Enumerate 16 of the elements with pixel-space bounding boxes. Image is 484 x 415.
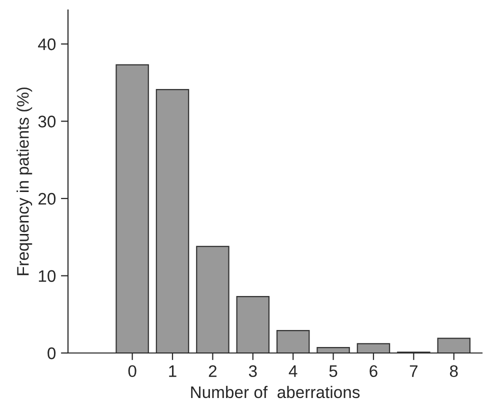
x-tick-label: 7 [410, 365, 418, 377]
x-tick-label: 4 [288, 365, 298, 377]
x-tick-label: 0 [128, 365, 136, 378]
x-axis-title: Number of aberrations [191, 386, 360, 398]
x-tick-label: 8 [450, 365, 458, 378]
y-tick-label: 20 [38, 192, 56, 205]
y-axis-title: Frequency in patients (%) [16, 88, 32, 276]
y-tick-label: 40 [38, 38, 56, 50]
x-tick-label: 2 [208, 365, 216, 377]
y-tick-label: 0 [48, 347, 56, 360]
y-tick-label: 30 [38, 116, 56, 128]
x-tick-label: 1 [169, 365, 176, 377]
y-tick-label: 10 [38, 270, 56, 282]
x-tick-label: 3 [248, 365, 257, 378]
x-tick-label: 6 [370, 365, 378, 378]
x-tick-label: 5 [329, 365, 338, 378]
